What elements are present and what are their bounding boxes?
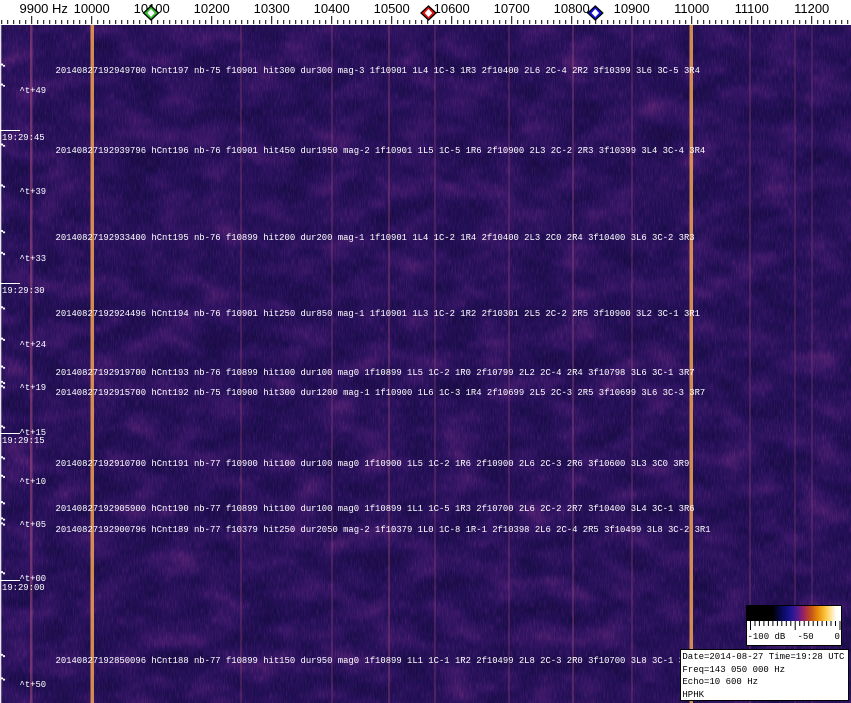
- svg-text:10800: 10800: [554, 1, 590, 16]
- svg-text:10200: 10200: [194, 1, 230, 16]
- svg-text:9900 Hz: 9900 Hz: [19, 1, 67, 16]
- svg-text:10700: 10700: [494, 1, 530, 16]
- svg-text:11000: 11000: [674, 1, 709, 16]
- svg-text:10400: 10400: [314, 1, 350, 16]
- svg-text:11200: 11200: [794, 1, 829, 16]
- svg-text:10300: 10300: [254, 1, 290, 16]
- svg-text:10600: 10600: [434, 1, 470, 16]
- svg-text:11100: 11100: [735, 1, 769, 16]
- svg-text:10500: 10500: [374, 1, 410, 16]
- svg-text:10900: 10900: [614, 1, 650, 16]
- svg-text:10000: 10000: [74, 1, 110, 16]
